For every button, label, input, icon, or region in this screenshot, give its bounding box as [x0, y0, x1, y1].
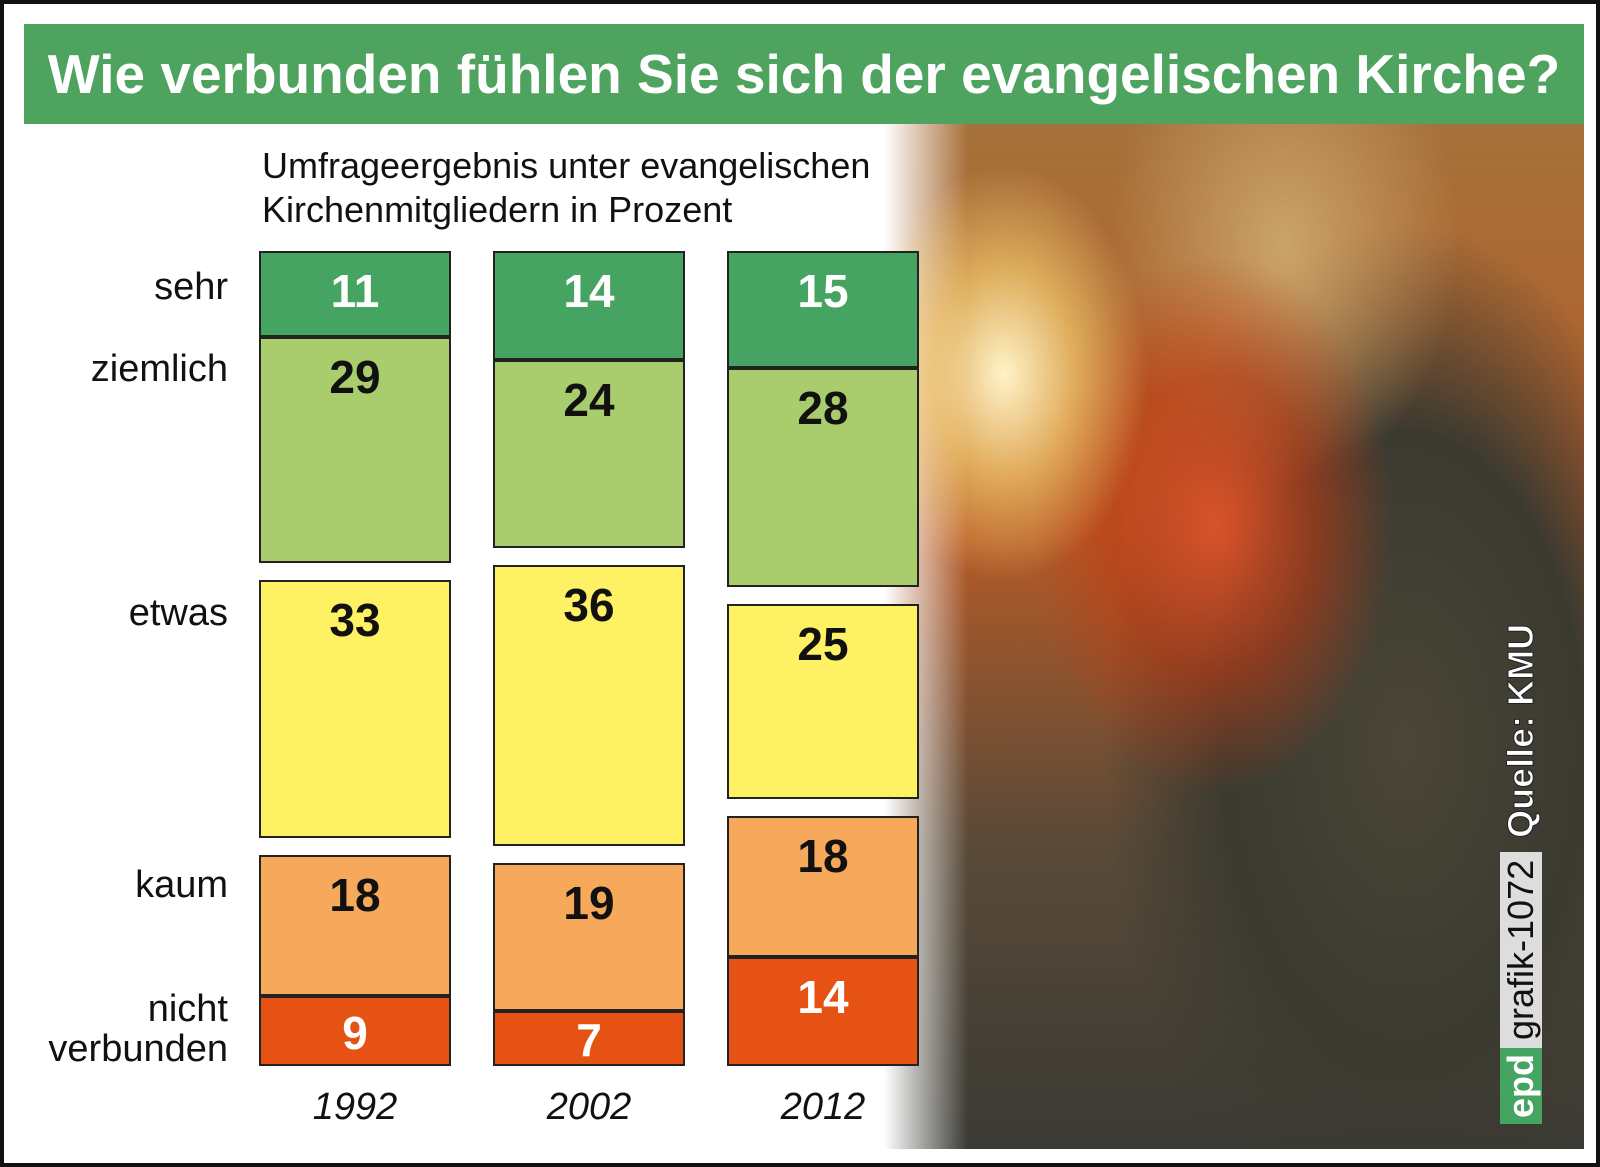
- subtitle-line-2: Kirchenmitgliedern in Prozent: [262, 189, 733, 230]
- bar-segment-ziemlich-2012: 28: [727, 368, 919, 587]
- row-label-etwas: etwas: [128, 592, 228, 634]
- data-label: 24: [563, 374, 615, 427]
- bar-segment-nicht-verbunden-2002: 7: [493, 1011, 685, 1066]
- row-label-verbunden: verbunden: [48, 1028, 228, 1070]
- row-label-nicht: nicht: [147, 988, 228, 1030]
- data-label: 28: [797, 382, 849, 435]
- bar-segment-etwas-2002: 36: [493, 564, 685, 846]
- bar-segment-etwas-1992: 33: [259, 580, 451, 839]
- data-label: 9: [342, 1006, 368, 1059]
- bar-segment-etwas-2012: 25: [727, 603, 919, 800]
- bar-segment-sehr-1992: 11: [259, 251, 451, 337]
- data-label: 14: [563, 265, 615, 317]
- row-label-ziemlich: ziemlich: [90, 348, 228, 390]
- year-label-1992: 1992: [312, 1086, 398, 1128]
- data-label: 25: [797, 617, 849, 670]
- bar-segment-kaum-2002: 19: [493, 862, 685, 1012]
- subtitle: Umfrageergebnis unter evangelischen Kirc…: [262, 144, 870, 232]
- bar-segment-sehr-2012: 15: [727, 251, 919, 369]
- subtitle-line-1: Umfrageergebnis unter evangelischen: [262, 145, 871, 186]
- data-label: 29: [329, 350, 381, 403]
- bar-segment-ziemlich-1992: 29: [259, 336, 451, 564]
- bar-segment-kaum-1992: 18: [259, 855, 451, 996]
- data-label: 18: [797, 830, 849, 883]
- row-label-kaum: kaum: [135, 864, 228, 906]
- data-label: 7: [576, 1014, 602, 1067]
- bar-segment-ziemlich-2002: 24: [493, 360, 685, 548]
- credit-brand: epd: [1500, 1047, 1542, 1124]
- data-label: 33: [329, 594, 381, 647]
- data-label: 36: [563, 578, 615, 631]
- data-label: 19: [563, 876, 615, 929]
- credit-source: Quelle: KMU: [1500, 623, 1542, 838]
- bar-segment-nicht-verbunden-2012: 14: [727, 956, 919, 1066]
- photo-praying-woman: [884, 124, 1584, 1149]
- data-label: 14: [797, 970, 849, 1023]
- credit-code: grafik-1072: [1500, 851, 1542, 1048]
- data-label: 11: [330, 265, 380, 317]
- data-label: 15: [797, 265, 849, 317]
- row-label-sehr: sehr: [154, 266, 228, 308]
- data-label: 18: [329, 869, 381, 922]
- title: Wie verbunden fühlen Sie sich der evange…: [24, 24, 1584, 124]
- year-label-2012: 2012: [780, 1086, 866, 1128]
- credit: epd grafik-1072 Quelle: KMU: [1496, 604, 1546, 1124]
- bar-segment-kaum-2012: 18: [727, 816, 919, 957]
- year-label-2002: 2002: [546, 1086, 632, 1128]
- bar-segment-nicht-verbunden-1992: 9: [259, 995, 451, 1066]
- bar-segment-sehr-2002: 14: [493, 251, 685, 361]
